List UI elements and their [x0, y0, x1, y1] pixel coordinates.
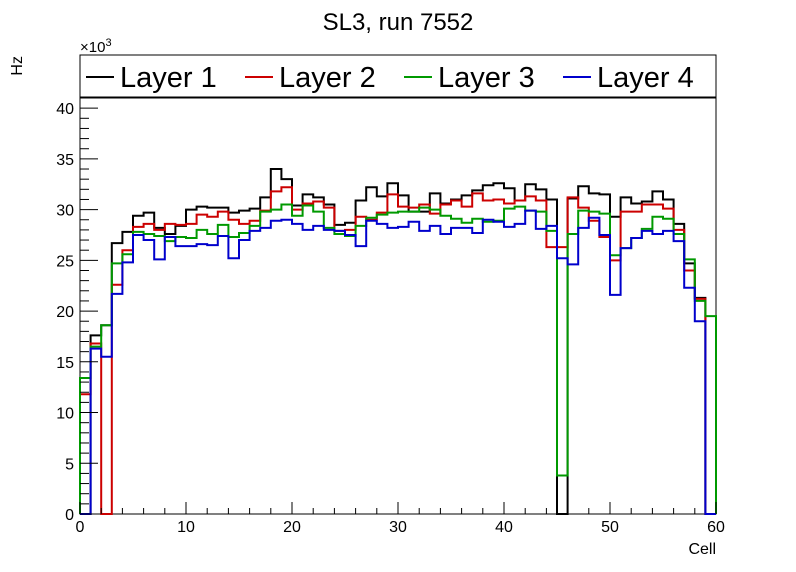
- x-tick-label: 50: [601, 519, 619, 536]
- x-tick-label: 20: [283, 519, 301, 536]
- x-axis-label: Cell: [688, 541, 716, 558]
- y-tick-label: 20: [56, 304, 74, 321]
- legend-label-layer-2: Layer 2: [279, 62, 376, 94]
- y-tick-label: 15: [56, 355, 74, 372]
- series-layer: [79, 168, 717, 515]
- svg-text:×103: ×103: [80, 37, 112, 56]
- x-tick-label: 10: [177, 519, 195, 536]
- y-tick-label: 5: [65, 456, 74, 473]
- series-line-layer-1: [80, 168, 716, 515]
- legend-box: [79, 54, 717, 98]
- chart-title: SL3, run 7552: [323, 9, 474, 36]
- y-tick-label: 25: [56, 253, 74, 270]
- legend-label-layer-1: Layer 1: [120, 62, 217, 94]
- plot-frame: [79, 97, 717, 515]
- legend-label-layer-3: Layer 3: [438, 62, 535, 94]
- y-tick-label: 10: [56, 406, 74, 423]
- y-multiplier-label: ×103: [80, 37, 112, 56]
- axis-layer: 0 10 20 30 40 50 60 0 5 10 15 20 25 30 35 40: [56, 97, 725, 536]
- x-tick-label: 0: [76, 519, 85, 536]
- y-multiplier-base: ×10: [80, 39, 105, 56]
- plot-area-border: [79, 97, 717, 515]
- y-axis-label: Hz: [9, 56, 26, 76]
- y-multiplier-exponent: 3: [105, 37, 111, 49]
- y-tick-label: 30: [56, 203, 74, 220]
- x-tick-label: 60: [707, 519, 725, 536]
- y-tick-label: 40: [56, 101, 74, 118]
- series-line-layer-4: [80, 209, 716, 515]
- y-tick-label: 35: [56, 152, 74, 169]
- legend: Layer 1 Layer 2 Layer 3 Layer 4: [79, 54, 717, 98]
- x-tick-label: 40: [495, 519, 513, 536]
- y-tick-label: 0: [65, 507, 74, 524]
- x-tick-label: 30: [389, 519, 407, 536]
- legend-label-layer-4: Layer 4: [597, 62, 694, 94]
